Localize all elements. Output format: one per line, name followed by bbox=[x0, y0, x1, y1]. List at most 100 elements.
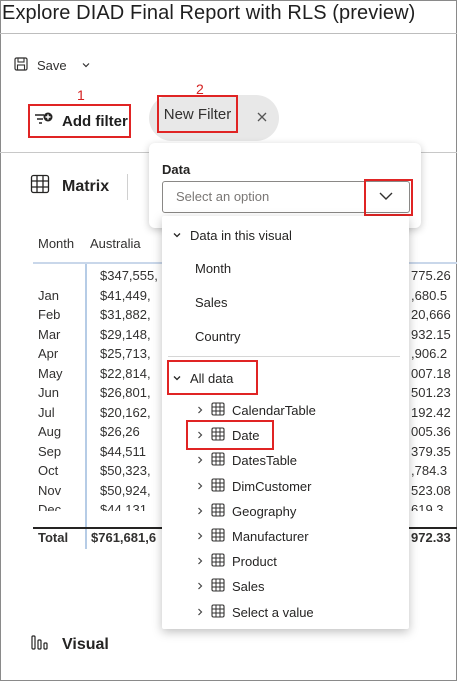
data-select[interactable] bbox=[162, 181, 410, 213]
row-australia-value: $26,801, bbox=[100, 385, 151, 400]
row-month: Apr bbox=[38, 346, 59, 361]
data-options-list bbox=[162, 216, 409, 629]
total-label: Total bbox=[38, 530, 69, 545]
row-right-value: ,680.5 bbox=[411, 288, 448, 303]
chevron-right-icon[interactable] bbox=[196, 455, 204, 465]
chevron-right-icon[interactable] bbox=[196, 405, 204, 415]
table-icon bbox=[211, 477, 225, 495]
table-icon bbox=[211, 603, 225, 621]
row-right-value: 523.08 bbox=[411, 483, 451, 498]
save-icon bbox=[13, 56, 29, 75]
row-right-value: 501.23 bbox=[411, 385, 451, 400]
data-select-placeholder: Select an option bbox=[176, 189, 270, 204]
option-sales[interactable]: Sales bbox=[195, 295, 228, 310]
new-filter-label[interactable]: New Filter bbox=[163, 105, 232, 123]
tree-item[interactable]: Product bbox=[196, 552, 277, 570]
table-column-rule bbox=[85, 264, 87, 549]
tree-item-label: CalendarTable bbox=[232, 402, 316, 418]
tree-item[interactable]: Select a value bbox=[196, 603, 314, 621]
section-label: All data bbox=[190, 371, 234, 386]
tree-item[interactable]: DimCustomer bbox=[196, 477, 311, 495]
matrix-divider bbox=[127, 174, 128, 200]
tree-item[interactable]: Sales bbox=[196, 577, 265, 595]
column-header-australia[interactable]: Australia bbox=[90, 236, 141, 251]
row-month: Nov bbox=[38, 483, 62, 498]
row-right-value: 20,666 bbox=[411, 307, 451, 322]
row-right-value: ,906.2 bbox=[411, 346, 448, 361]
save-button[interactable]: Save bbox=[13, 56, 91, 75]
chevron-down-icon bbox=[172, 228, 182, 243]
row-right-value: 005.36 bbox=[411, 424, 451, 439]
row-australia-value: $50,323, bbox=[100, 463, 151, 478]
chevron-right-icon[interactable] bbox=[196, 556, 204, 566]
column-header-month[interactable]: Month bbox=[38, 236, 75, 251]
option-month[interactable]: Month bbox=[195, 261, 232, 276]
title-divider bbox=[0, 33, 457, 34]
chevron-right-icon[interactable] bbox=[196, 581, 204, 591]
chevron-right-icon[interactable] bbox=[196, 481, 204, 491]
tree-item-label: Product bbox=[232, 553, 277, 569]
table-icon bbox=[211, 401, 225, 419]
chevron-right-icon[interactable] bbox=[196, 430, 204, 440]
tree-item[interactable]: DatesTable bbox=[196, 451, 297, 469]
row-right-value: 619.3 bbox=[411, 502, 444, 511]
row-australia-value: $20,162, bbox=[100, 405, 151, 420]
section-data-in-visual[interactable]: Data in this visual bbox=[172, 228, 292, 243]
row-month: Oct bbox=[38, 463, 59, 478]
matrix-icon bbox=[30, 174, 50, 199]
row-australia-value: $41,449, bbox=[100, 288, 151, 303]
data-label: Data bbox=[162, 162, 191, 177]
table-icon bbox=[211, 451, 225, 469]
matrix-label: Matrix bbox=[62, 177, 110, 195]
close-icon[interactable] bbox=[256, 110, 268, 128]
row-australia-value: $347,555, bbox=[100, 268, 158, 283]
row-month: Jun bbox=[38, 385, 59, 400]
tree-item[interactable]: CalendarTable bbox=[196, 401, 316, 419]
section-label: Data in this visual bbox=[190, 228, 292, 243]
annotation-1: 1 bbox=[77, 87, 85, 103]
row-right-value: 007.18 bbox=[411, 366, 451, 381]
annotation-box-4 bbox=[167, 360, 258, 395]
tree-item[interactable]: Date bbox=[196, 426, 259, 444]
table-icon bbox=[211, 426, 225, 444]
section-all-data[interactable]: All data bbox=[172, 371, 233, 386]
annotation-box-1 bbox=[28, 104, 131, 138]
table-icon bbox=[211, 527, 225, 545]
chevron-right-icon[interactable] bbox=[196, 531, 204, 541]
row-month: May bbox=[38, 366, 63, 381]
table-icon bbox=[211, 502, 225, 520]
row-right-value: ,784.3 bbox=[411, 463, 448, 478]
chevron-down-icon bbox=[172, 371, 182, 386]
tree-item-label: Date bbox=[232, 427, 260, 443]
save-label: Save bbox=[37, 58, 67, 73]
chevron-right-icon[interactable] bbox=[196, 506, 204, 516]
new-filter-pill[interactable] bbox=[149, 95, 279, 141]
visual-label: Visual bbox=[62, 635, 109, 653]
visual-header[interactable]: Visual bbox=[30, 632, 109, 657]
add-filter-icon bbox=[34, 111, 54, 131]
annotation-box-5 bbox=[186, 420, 274, 450]
row-month: Jan bbox=[38, 288, 59, 303]
add-filter-button[interactable]: Add filter bbox=[28, 104, 131, 138]
chevron-down-icon[interactable] bbox=[81, 58, 91, 73]
tree-item-label: Sales bbox=[232, 578, 265, 594]
row-australia-value: $25,713, bbox=[100, 346, 151, 361]
chevron-right-icon[interactable] bbox=[196, 607, 204, 617]
tree-item[interactable]: Manufacturer bbox=[196, 527, 309, 545]
row-australia-value: $44,511 bbox=[100, 444, 147, 459]
tree-item-label: Select a value bbox=[232, 604, 314, 620]
row-australia-value: $44,131, bbox=[100, 502, 151, 511]
row-month: Mar bbox=[38, 327, 61, 342]
row-right-value: 192.42 bbox=[411, 405, 451, 420]
visual-icon bbox=[30, 632, 50, 657]
matrix-header[interactable]: Matrix bbox=[30, 174, 109, 199]
tree-item[interactable]: Geography bbox=[196, 502, 296, 520]
tree-item-label: DatesTable bbox=[232, 452, 298, 468]
chevron-down-icon[interactable] bbox=[376, 186, 396, 211]
tree-item-label: DimCustomer bbox=[232, 478, 312, 494]
add-filter-label: Add filter bbox=[62, 112, 128, 130]
row-australia-value: $26,26 bbox=[100, 424, 140, 439]
option-country[interactable]: Country bbox=[195, 329, 241, 344]
annotation-box-3 bbox=[364, 179, 413, 216]
row-australia-value: $50,924, bbox=[100, 483, 151, 498]
